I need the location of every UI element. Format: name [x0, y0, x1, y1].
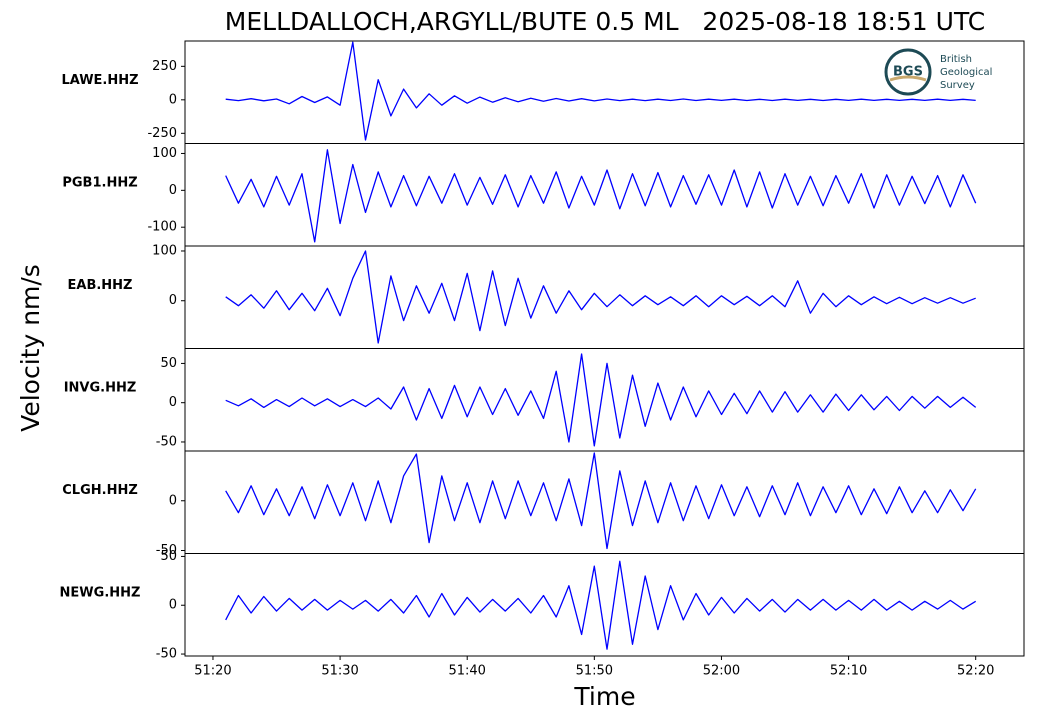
station-label: PGB1.HHZ [62, 175, 137, 190]
panel-frame [184, 143, 1025, 247]
trace [225, 452, 977, 550]
trace [225, 250, 976, 344]
y-tick-label: 0 [169, 92, 177, 107]
x-tick-label: 52:20 [957, 664, 994, 679]
x-tick-label: 51:30 [321, 664, 358, 679]
logo-text: Geological [940, 67, 992, 78]
chart-title: MELLDALLOCH,ARGYLL/BUTE 0.5 ML 2025-08-1… [225, 7, 985, 36]
y-tick-label: -50 [156, 543, 177, 558]
trace [225, 353, 977, 447]
y-tick-label: -250 [147, 126, 177, 141]
panel-frame [184, 348, 1025, 452]
trace [225, 41, 976, 141]
x-tick-label: 52:10 [830, 664, 867, 679]
logo-text: British [940, 54, 972, 65]
logo-wave [889, 75, 927, 82]
y-tick-label: -50 [156, 434, 177, 449]
trace [225, 149, 977, 243]
station-label: INVG.HHZ [64, 380, 137, 395]
y-axis-label: Velocity nm/s [16, 264, 45, 432]
station-label: EAB.HHZ [68, 278, 133, 293]
y-tick-label: 0 [169, 183, 177, 198]
y-tick-label: 50 [160, 549, 177, 564]
station-label: LAWE.HHZ [61, 73, 138, 88]
x-tick-label: 52:00 [703, 664, 740, 679]
y-tick-label: 0 [169, 293, 177, 308]
x-tick-label: 51:20 [194, 664, 231, 679]
panel-frame [184, 450, 1025, 554]
y-tick-label: 0 [169, 493, 177, 508]
y-tick-label: -50 [156, 647, 177, 662]
y-tick-label: 0 [169, 598, 177, 613]
logo-text: Survey [940, 80, 975, 91]
y-tick-label: 0 [169, 395, 177, 410]
x-tick-label: 51:40 [448, 664, 485, 679]
y-tick-label: 100 [152, 146, 177, 161]
logo-ring [884, 48, 932, 96]
trace [225, 560, 977, 650]
y-tick-label: 50 [160, 356, 177, 371]
station-label: CLGH.HHZ [62, 483, 138, 498]
x-tick-label: 51:50 [576, 664, 613, 679]
y-tick-label: 250 [152, 59, 177, 74]
y-tick-label: -100 [147, 220, 177, 235]
station-label: NEWG.HHZ [60, 585, 141, 600]
logo: BGS British Geological Survey [884, 48, 992, 96]
y-tick-label: 100 [152, 243, 177, 258]
panel-frame [184, 553, 1025, 657]
x-axis-label: Time [573, 682, 635, 711]
logo-abbr: BGS [893, 65, 923, 80]
